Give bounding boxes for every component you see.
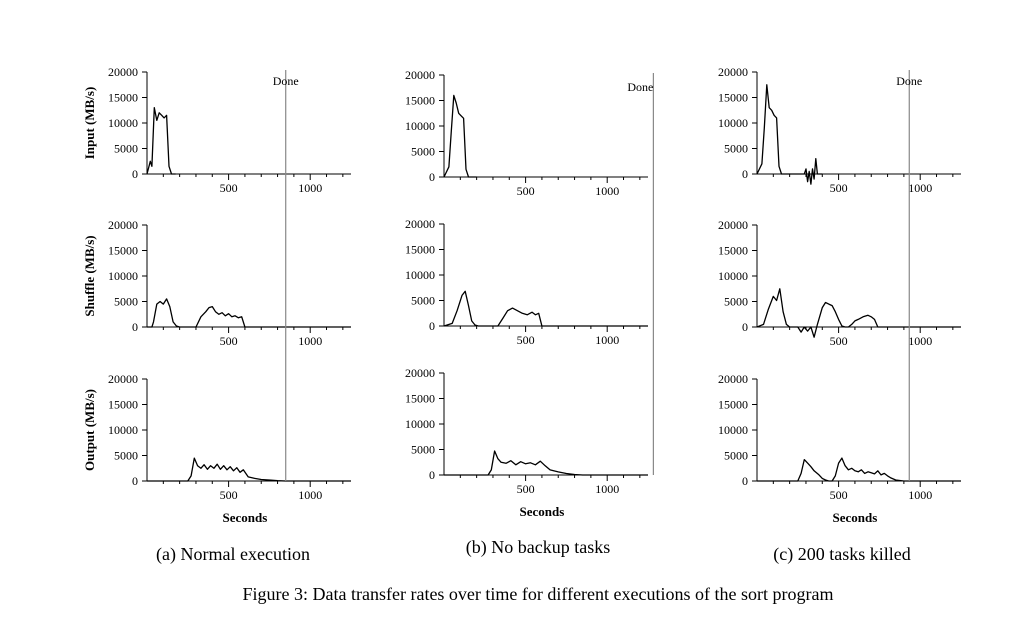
input-axis-title: Input (MB/s) bbox=[82, 87, 97, 160]
x-tick-label: 500 bbox=[220, 334, 238, 348]
y-tick-label: 15000 bbox=[405, 392, 435, 406]
output-panel: 0 5000 10000 15000 20000 500 1000 Seconds bbox=[718, 372, 961, 525]
subfigure-caption: (c) 200 tasks killed bbox=[773, 544, 910, 565]
y-tick-label: 0 bbox=[742, 474, 748, 488]
x-tick-label: 500 bbox=[220, 181, 238, 195]
y-tick-label: 5000 bbox=[114, 142, 138, 156]
x-tick-label: 1000 bbox=[908, 488, 932, 502]
figure-caption: Figure 3: Data transfer rates over time … bbox=[243, 584, 834, 604]
y-tick-label: 0 bbox=[132, 167, 138, 181]
input-rate-line bbox=[146, 107, 176, 175]
x-tick-label: 1000 bbox=[595, 482, 619, 496]
output-panel: 0 5000 10000 15000 20000 500 1000 Seconds bbox=[405, 366, 648, 519]
y-tick-label: 10000 bbox=[718, 116, 748, 130]
done-label: Done bbox=[896, 74, 922, 88]
output-rate-line bbox=[757, 457, 961, 482]
shuffle-panel: 0 5000 10000 15000 20000 500 1000 Shuffle (MB/s… bbox=[82, 218, 351, 348]
y-tick-label: 15000 bbox=[405, 243, 435, 257]
y-tick-label: 10000 bbox=[405, 417, 435, 431]
done-label: Done bbox=[273, 74, 299, 88]
x-tick-label: 500 bbox=[517, 482, 535, 496]
y-tick-label: 15000 bbox=[108, 91, 138, 105]
shuffle-panel: 0 5000 10000 15000 20000 500 1000 bbox=[718, 218, 961, 348]
y-tick-label: 15000 bbox=[718, 244, 748, 258]
x-tick-label: 1000 bbox=[298, 334, 322, 348]
output-axis-title: Output (MB/s) bbox=[82, 389, 97, 471]
x-tick-label: 500 bbox=[517, 184, 535, 198]
y-tick-label: 20000 bbox=[718, 372, 748, 386]
y-tick-label: 15000 bbox=[108, 244, 138, 258]
y-tick-label: 5000 bbox=[114, 295, 138, 309]
y-tick-label: 5000 bbox=[724, 295, 748, 309]
y-tick-label: 5000 bbox=[114, 449, 138, 463]
y-tick-label: 5000 bbox=[411, 443, 435, 457]
y-tick-label: 5000 bbox=[724, 142, 748, 156]
y-tick-label: 20000 bbox=[108, 65, 138, 79]
x-tick-label: 500 bbox=[830, 334, 848, 348]
y-tick-label: 20000 bbox=[405, 217, 435, 231]
y-tick-label: 5000 bbox=[724, 449, 748, 463]
shuffle-rate-line bbox=[756, 288, 961, 338]
y-tick-label: 5000 bbox=[411, 294, 435, 308]
y-tick-label: 20000 bbox=[405, 68, 435, 82]
y-tick-label: 10000 bbox=[108, 116, 138, 130]
output-panel: 0 5000 10000 15000 20000 500 1000 Output (MB/s)… bbox=[82, 372, 351, 525]
x-tick-label: 1000 bbox=[298, 181, 322, 195]
y-tick-label: 20000 bbox=[718, 218, 748, 232]
x-tick-label: 1000 bbox=[298, 488, 322, 502]
x-tick-label: 500 bbox=[830, 488, 848, 502]
y-tick-label: 0 bbox=[429, 319, 435, 333]
done-label: Done bbox=[627, 80, 653, 94]
y-tick-label: 5000 bbox=[411, 145, 435, 159]
input-rate-line bbox=[756, 84, 823, 185]
subfigure-caption: (b) No backup tasks bbox=[466, 537, 610, 558]
y-tick-label: 10000 bbox=[108, 423, 138, 437]
y-tick-label: 15000 bbox=[405, 94, 435, 108]
y-tick-label: 0 bbox=[132, 474, 138, 488]
y-tick-label: 0 bbox=[742, 320, 748, 334]
y-tick-label: 0 bbox=[429, 170, 435, 184]
shuffle-panel: 0 5000 10000 15000 20000 500 1000 bbox=[405, 217, 648, 347]
output-rate-line bbox=[147, 457, 351, 482]
y-tick-label: 20000 bbox=[718, 65, 748, 79]
y-tick-label: 15000 bbox=[718, 91, 748, 105]
x-tick-label: 500 bbox=[220, 488, 238, 502]
input-panel: 0 5000 10000 15000 20000 500 1000 bbox=[718, 65, 961, 195]
y-tick-label: 15000 bbox=[718, 398, 748, 412]
y-tick-label: 10000 bbox=[405, 119, 435, 133]
x-tick-label: 500 bbox=[517, 333, 535, 347]
y-tick-label: 0 bbox=[742, 167, 748, 181]
input-rate-line bbox=[443, 94, 477, 178]
y-tick-label: 20000 bbox=[405, 366, 435, 380]
x-tick-label: 1000 bbox=[908, 334, 932, 348]
input-panel: 0 5000 10000 15000 20000 500 1000 bbox=[405, 68, 648, 198]
output-rate-line bbox=[444, 450, 648, 476]
shuffle-rate-line bbox=[147, 298, 351, 328]
shuffle-axis-title: Shuffle (MB/s) bbox=[82, 235, 97, 316]
x-tick-label: 1000 bbox=[595, 333, 619, 347]
input-panel: 0 5000 10000 15000 20000 500 1000 Input (MB/s) bbox=[82, 65, 351, 195]
y-tick-label: 15000 bbox=[108, 398, 138, 412]
x-tick-label: 500 bbox=[830, 181, 848, 195]
x-axis-title: Seconds bbox=[223, 510, 268, 525]
x-axis-title: Seconds bbox=[833, 510, 878, 525]
y-tick-label: 20000 bbox=[108, 372, 138, 386]
x-axis-title: Seconds bbox=[520, 504, 565, 519]
shuffle-rate-line bbox=[443, 290, 648, 327]
y-tick-label: 10000 bbox=[718, 423, 748, 437]
y-tick-label: 20000 bbox=[108, 218, 138, 232]
y-tick-label: 10000 bbox=[718, 269, 748, 283]
x-tick-label: 1000 bbox=[595, 184, 619, 198]
y-tick-label: 10000 bbox=[108, 269, 138, 283]
y-tick-label: 0 bbox=[132, 320, 138, 334]
y-tick-label: 10000 bbox=[405, 268, 435, 282]
y-tick-label: 0 bbox=[429, 468, 435, 482]
subfigure-caption: (a) Normal execution bbox=[156, 544, 310, 565]
x-tick-label: 1000 bbox=[908, 181, 932, 195]
